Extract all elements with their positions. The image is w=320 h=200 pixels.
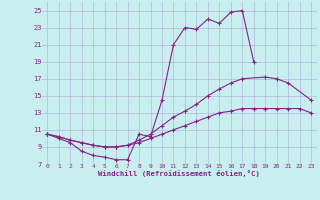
X-axis label: Windchill (Refroidissement éolien,°C): Windchill (Refroidissement éolien,°C) <box>98 170 260 177</box>
